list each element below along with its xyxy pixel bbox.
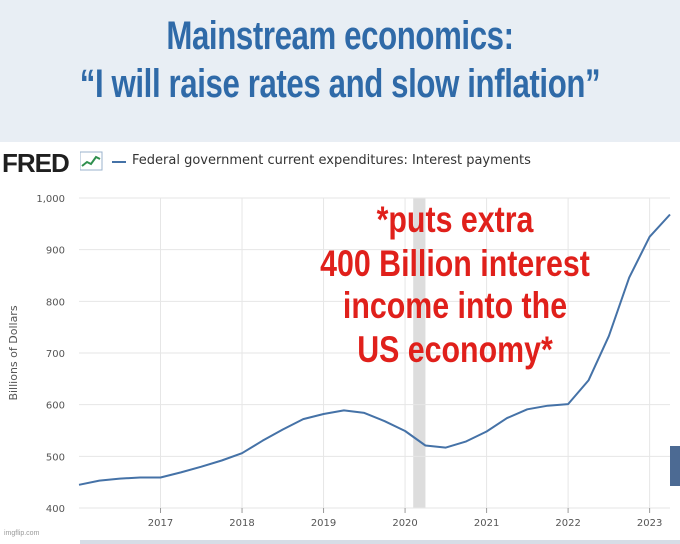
x-tick-label: 2023 [637,518,662,529]
side-tab[interactable] [670,446,680,486]
legend-label: Federal government current expenditures:… [132,153,531,168]
overlay-text-line: US economy* [357,329,553,371]
y-tick-label: 500 [46,452,65,463]
x-tick-label: 2020 [392,518,417,529]
scroll-bar[interactable] [80,540,680,544]
meme-header: Mainstream economics: “I will raise rate… [0,0,680,140]
x-tick-label: 2021 [474,518,499,529]
fred-logo: FRED [2,148,70,178]
imgflip-watermark: imgflip.com [4,530,40,537]
y-tick-label: 700 [46,349,65,360]
meme-title-line-1: Mainstream economics: [166,14,514,58]
y-axis-label: Billions of Dollars [7,305,20,400]
meme-title-line-2: “I will raise rates and slow inflation” [79,62,601,106]
x-tick-label: 2017 [148,518,173,529]
legend-swatch [112,161,126,163]
y-tick-label: 400 [46,504,65,515]
overlay-text-line: income into the [343,285,567,327]
y-tick-label: 900 [46,246,65,257]
overlay-text-line: *puts extra [377,199,535,241]
y-tick-label: 800 [46,297,65,308]
y-tick-label: 1,000 [36,194,65,205]
overlay-text-line: 400 Billion interest [320,243,590,285]
series-line [78,213,671,486]
y-tick-label: 600 [46,401,65,412]
x-tick-label: 2019 [311,518,336,529]
x-tick-label: 2022 [555,518,580,529]
x-tick-label: 2018 [229,518,254,529]
fred-chart-icon [80,151,103,171]
